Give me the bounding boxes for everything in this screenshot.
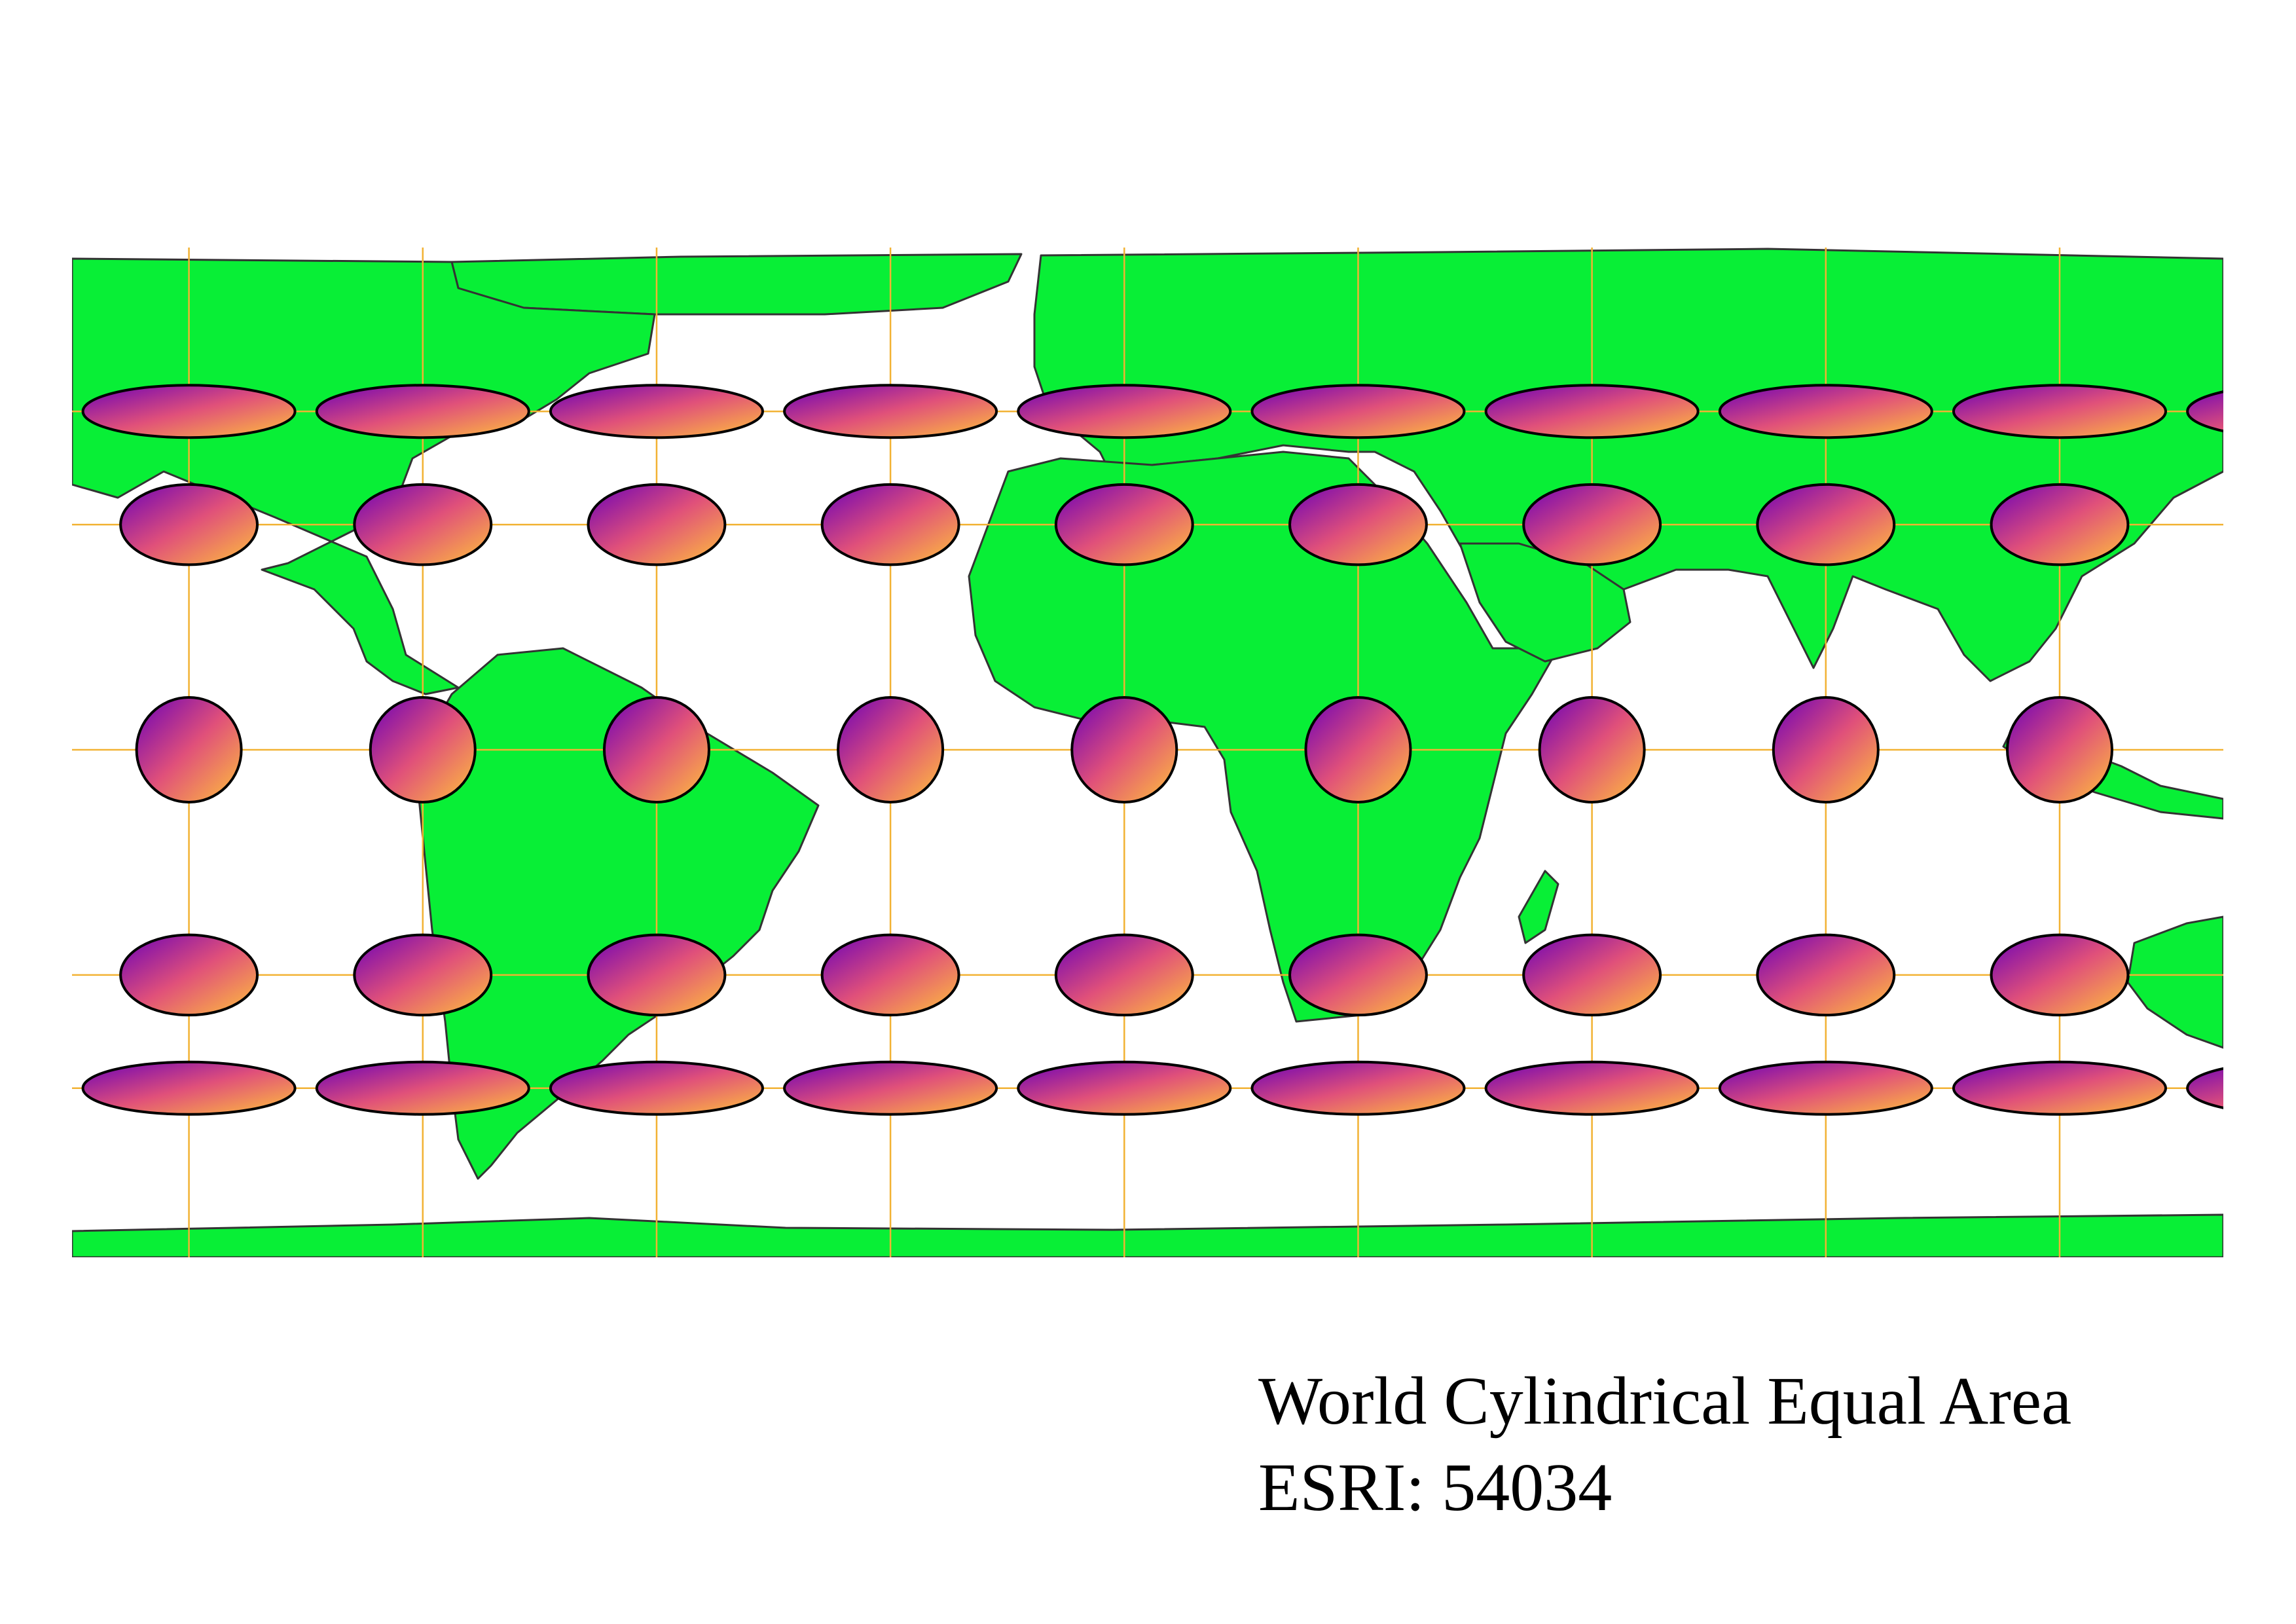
africa-landmass [968, 451, 1559, 1023]
tissot-ellipse [1952, 1060, 2167, 1116]
tissot-ellipse [837, 696, 945, 803]
tissot-ellipse [587, 483, 727, 566]
tissot-ellipse [587, 933, 727, 1017]
tissot-ellipse [1304, 696, 1412, 803]
north-america-landmass [72, 257, 656, 695]
tissot-ellipse [1054, 483, 1194, 566]
tissot-ellipse [1288, 933, 1428, 1017]
tissot-ellipse [1990, 483, 2130, 566]
tissot-ellipse [1017, 384, 1232, 439]
tissot-ellipse [369, 696, 477, 803]
tissot-ellipse [1772, 696, 1880, 803]
tissot-ellipse [2186, 390, 2223, 433]
tissot-ellipse [1484, 1060, 1700, 1116]
tissot-ellipse [783, 1060, 998, 1116]
tissot-ellipse [2225, 485, 2296, 565]
tissot-ellipse [1484, 384, 1700, 439]
projection-name: World Cylindrical Equal Area [1258, 1363, 2072, 1439]
tissot-ellipse [1288, 483, 1428, 566]
tissot-ellipse [820, 933, 960, 1017]
tissot-ellipse [315, 384, 530, 439]
tissot-ellipse [1054, 933, 1194, 1017]
tissot-ellipse [2186, 1067, 2223, 1109]
tissot-ellipse [2225, 935, 2296, 1016]
tissot-ellipse [353, 483, 493, 566]
land-layer [72, 248, 2223, 1257]
tissot-ellipse [549, 1060, 764, 1116]
tissot-ellipse [1718, 1060, 1933, 1116]
tissot-ellipse [353, 933, 493, 1017]
tissot-indicatrix [81, 384, 2296, 1116]
tissot-ellipse [1990, 933, 2130, 1017]
tissot-ellipse [81, 1060, 297, 1116]
tissot-ellipse [119, 483, 259, 566]
tissot-ellipse [1756, 483, 1896, 566]
tissot-ellipse [820, 483, 960, 566]
tissot-ellipse [1017, 1060, 1232, 1116]
tissot-ellipse [602, 696, 710, 803]
tissot-ellipse [119, 933, 259, 1017]
australia-landmass [2126, 915, 2223, 1049]
antarctica-landmass [72, 1213, 2223, 1257]
tissot-ellipse [315, 1060, 530, 1116]
tissot-ellipse [1952, 384, 2167, 439]
tissot-ellipse [1756, 933, 1896, 1017]
tissot-ellipse [81, 384, 297, 439]
tissot-ellipse [1718, 384, 1933, 439]
madagascar-landmass [1518, 870, 1559, 944]
tissot-ellipse [1522, 933, 1662, 1017]
tissot-ellipse [1522, 483, 1662, 566]
tissot-ellipse [1250, 1060, 1466, 1116]
tissot-ellipse [2241, 697, 2296, 802]
tissot-ellipse [2005, 696, 2113, 803]
tissot-ellipse [1070, 696, 1178, 803]
tissot-ellipse [1538, 696, 1646, 803]
tissot-ellipse [135, 696, 243, 803]
projection-code: ESRI: 54034 [1258, 1450, 1613, 1525]
greenland-landmass [450, 253, 1023, 316]
tissot-ellipse [1250, 384, 1466, 439]
tissot-ellipse [549, 384, 764, 439]
tissot-ellipse [783, 384, 998, 439]
